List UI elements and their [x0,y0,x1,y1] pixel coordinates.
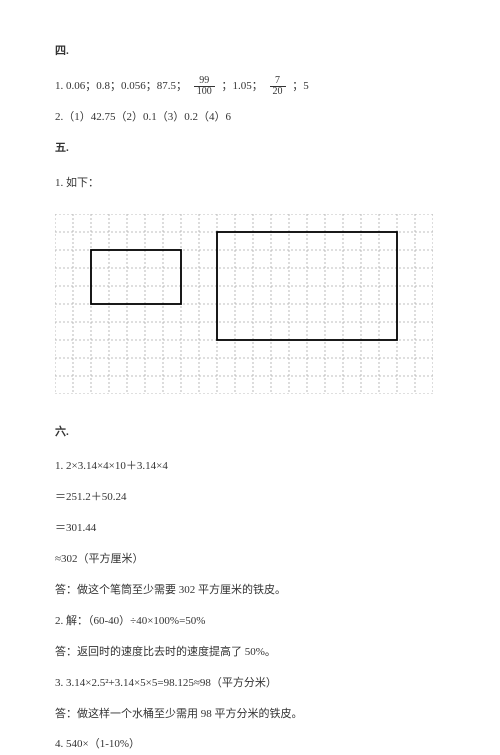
section-6-line: 3. 3.14×2.5²+3.14×5×5=98.125≈98（平方分米） [55,673,445,694]
s4-l1-part-c: ；5 [292,80,309,92]
s4-l1-part-a: 1. 0.06；0.8；0.056；87.5； [55,80,187,92]
fraction-denominator: 100 [194,87,215,97]
section-4-line-1: 1. 0.06；0.8；0.056；87.5； 99 100 ；1.05； 7 … [55,76,445,97]
grid-svg [55,214,433,394]
section-6-body: 1. 2×3.14×4×10＋3.14×4 ＝251.2＋50.24 ＝301.44… [55,456,445,755]
section-6-heading: 六. [55,422,445,443]
section-6-line: 答：做这个笔筒至少需要 302 平方厘米的铁皮。 [55,580,445,601]
section-6-line: 答：返回时的速度比去时的速度提高了 50%。 [55,642,445,663]
fraction-99-100: 99 100 [194,76,215,97]
fraction-7-20: 7 20 [270,76,286,97]
grid-figure [55,214,445,394]
section-6-line: ＝251.2＋50.24 [55,487,445,508]
section-6-line: 1. 2×3.14×4×10＋3.14×4 [55,456,445,477]
section-6-line: 2. 解：（60-40）÷40×100%=50% [55,611,445,632]
section-6-line: 4. 540×（1-10%） [55,734,445,755]
section-6-line: ＝301.44 [55,518,445,539]
section-4-line-2: 2.（1）42.75（2）0.1（3）0.2（4）6 [55,107,445,128]
fraction-denominator: 20 [270,87,286,97]
s4-l1-part-b: ；1.05； [222,80,263,92]
section-4-heading: 四. [55,41,445,62]
section-6-line: ≈302（平方厘米） [55,549,445,570]
section-5-line-1: 1. 如下： [55,173,445,194]
section-5-heading: 五. [55,138,445,159]
